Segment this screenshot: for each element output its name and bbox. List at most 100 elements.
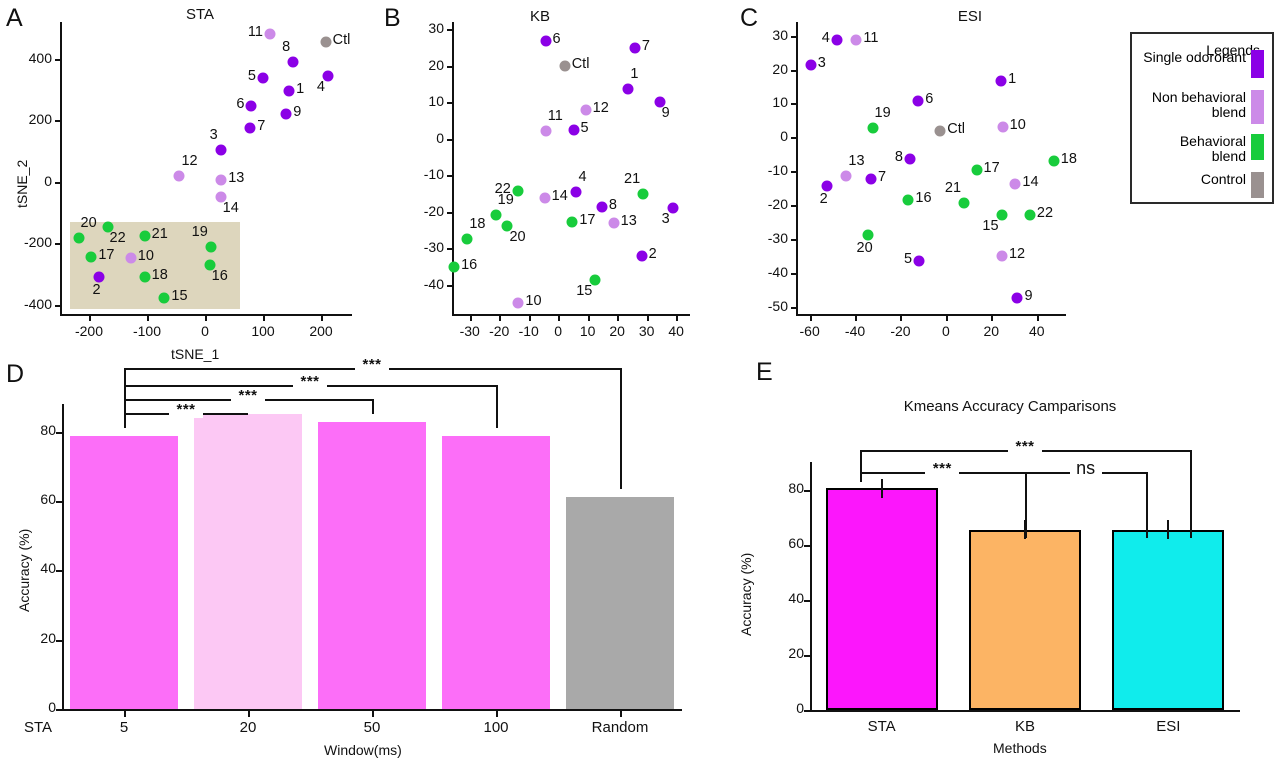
scatter-point — [287, 56, 299, 68]
bar-20 — [194, 413, 302, 709]
y-tick-label: 20 — [788, 644, 804, 661]
y-tick — [791, 137, 796, 140]
scatter-point — [996, 250, 1008, 262]
y-tick-label: -20 — [767, 196, 788, 213]
scatter-point-label: 13 — [848, 152, 865, 169]
scatter-point-label: 6 — [236, 95, 245, 112]
y-tick — [55, 304, 60, 307]
scatter-point — [245, 100, 257, 112]
y-tick-label: 80 — [788, 479, 804, 496]
y-tick-label: -10 — [423, 166, 444, 183]
bar-ESI — [1112, 529, 1225, 710]
scatter-point-label: 19 — [874, 104, 891, 121]
y-tick — [56, 709, 62, 711]
scatter-point-label: 9 — [1024, 287, 1033, 304]
scatter-point-label: 6 — [552, 31, 561, 48]
y-tick-label: 80 — [40, 421, 56, 438]
x-tick — [587, 316, 590, 321]
y-tick — [56, 570, 62, 573]
panel-d-corner-label: STA — [23, 719, 53, 736]
y-tick — [447, 211, 452, 214]
scatter-point-label: 10 — [1009, 117, 1026, 134]
scatter-point — [622, 83, 634, 95]
panel-d-xlabel: Window(ms) — [324, 742, 402, 758]
sig-bracket-tick-right — [372, 399, 374, 415]
y-tick-label: 0 — [796, 700, 804, 716]
scatter-point-label: 5 — [247, 67, 256, 84]
y-tick — [804, 599, 810, 602]
legend-swatch-1 — [1251, 50, 1264, 78]
x-tick-label: 40 — [668, 323, 684, 339]
legend-swatch-4 — [1251, 172, 1264, 198]
sig-label: *** — [169, 401, 203, 418]
y-tick — [56, 501, 62, 504]
scatter-point-label: 22 — [494, 180, 511, 197]
scatter-point — [1009, 178, 1021, 190]
y-tick-label: 10 — [772, 94, 788, 111]
sig-bracket-tick-right — [1146, 472, 1149, 538]
scatter-point-label: 9 — [661, 104, 670, 121]
x-tick — [1036, 316, 1039, 321]
scatter-point-label: 1 — [1008, 71, 1017, 88]
scatter-point-label: 15 — [576, 283, 593, 300]
scatter-point — [257, 72, 269, 84]
x-tick — [809, 316, 812, 321]
x-tick — [617, 316, 620, 321]
legend-entry-label-3: Behavioral blend — [1179, 133, 1246, 164]
bar-100 — [442, 436, 550, 709]
scatter-point-label: 8 — [894, 148, 903, 165]
x-tick — [248, 711, 250, 717]
scatter-point — [322, 70, 334, 82]
scatter-point — [205, 241, 217, 253]
scatter-point — [637, 188, 649, 200]
scatter-point — [971, 164, 983, 176]
scatter-point-label: 5 — [904, 251, 913, 268]
scatter-point — [840, 170, 852, 182]
y-tick — [55, 243, 60, 246]
scatter-point — [566, 216, 578, 228]
y-tick-label: 0 — [780, 128, 788, 145]
scatter-point — [1024, 209, 1036, 221]
x-tick — [372, 711, 374, 717]
scatter-point — [85, 251, 97, 263]
panel-a-letter: A — [6, 4, 23, 32]
bar-KB — [969, 529, 1081, 710]
x-tick — [620, 711, 622, 717]
scatter-point — [904, 153, 916, 165]
x-tick — [676, 316, 679, 321]
panel-a-y-axis — [60, 22, 62, 314]
x-category-label: STA — [867, 718, 896, 735]
y-tick — [791, 273, 796, 276]
y-tick — [791, 239, 796, 242]
x-tick — [205, 316, 207, 321]
sig-bracket-tick-right — [620, 368, 622, 489]
scatter-point — [589, 274, 601, 286]
x-tick — [89, 316, 91, 321]
panel-b-x-axis — [452, 314, 690, 316]
panel-e-letter: E — [756, 358, 773, 386]
scatter-point — [512, 185, 524, 197]
sig-bracket-tick-left — [859, 450, 862, 483]
sig-bracket-tick-left — [1025, 472, 1027, 538]
x-tick — [499, 316, 502, 321]
sig-bracket-tick-right — [1190, 450, 1193, 538]
panel-c-letter: C — [740, 4, 759, 32]
y-tick-label: 20 — [40, 629, 56, 646]
scatter-point-label: 3 — [661, 211, 670, 228]
scatter-point — [490, 209, 502, 221]
x-tick-label: -20 — [890, 323, 911, 339]
scatter-point-label: 21 — [151, 226, 168, 243]
y-tick — [447, 29, 452, 32]
scatter-point — [204, 259, 216, 271]
y-tick-label: 0 — [44, 172, 52, 189]
scatter-point — [667, 202, 679, 214]
scatter-point-label: 19 — [497, 191, 514, 208]
scatter-point — [320, 36, 332, 48]
y-tick — [447, 248, 452, 251]
scatter-point-label: 20 — [80, 214, 97, 231]
scatter-point-label: 15 — [171, 288, 188, 305]
sig-bracket-tick-left — [859, 472, 862, 483]
scatter-point — [540, 35, 551, 47]
x-tick-label: 0 — [941, 323, 950, 339]
bar-Random — [566, 496, 674, 709]
